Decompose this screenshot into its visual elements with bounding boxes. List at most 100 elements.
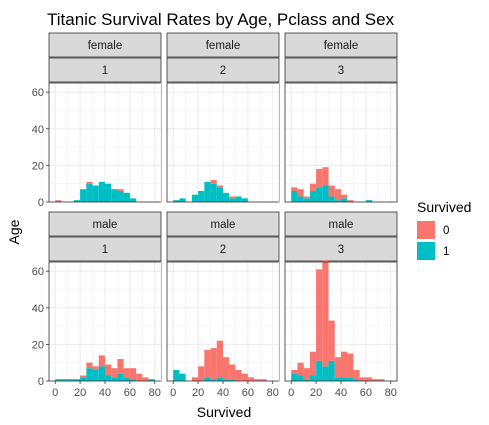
strip-pclass-label: 3 xyxy=(338,65,344,77)
bar-survived-0 xyxy=(93,366,99,370)
bar-survived-0 xyxy=(124,368,130,377)
bar-survived-0 xyxy=(217,341,223,378)
bar-survived-1 xyxy=(111,189,117,202)
bar-survived-1 xyxy=(291,191,297,202)
y-tick-label: 0 xyxy=(38,197,44,209)
x-tick-label: 0 xyxy=(52,387,58,399)
bar-survived-1 xyxy=(204,182,210,202)
bar-survived-0 xyxy=(86,363,92,368)
bar-survived-1 xyxy=(99,182,105,202)
x-tick-label: 60 xyxy=(360,387,372,399)
bar-survived-0 xyxy=(329,321,335,361)
bar-survived-1 xyxy=(341,377,347,381)
y-tick-label: 40 xyxy=(32,124,44,136)
bar-survived-0 xyxy=(329,186,335,197)
x-tick-label: 20 xyxy=(192,387,204,399)
bar-survived-1 xyxy=(297,376,303,381)
legend-title: Survived xyxy=(417,199,471,215)
legend-label-0: 0 xyxy=(443,225,449,237)
x-tick-label: 60 xyxy=(124,387,136,399)
x-tick-label: 80 xyxy=(385,387,397,399)
bar-survived-0 xyxy=(291,370,297,374)
bar-survived-0 xyxy=(316,169,322,187)
bar-survived-0 xyxy=(211,180,217,184)
bar-survived-0 xyxy=(117,359,123,374)
bar-survived-1 xyxy=(198,191,204,202)
bar-survived-0 xyxy=(142,377,148,381)
y-tick-label: 20 xyxy=(32,160,44,172)
bar-survived-0 xyxy=(86,182,92,184)
x-tick-label: 80 xyxy=(267,387,279,399)
strip-sex-label: female xyxy=(88,40,123,52)
y-tick-label: 0 xyxy=(38,376,44,388)
bar-survived-1 xyxy=(223,193,229,202)
bar-survived-1 xyxy=(93,370,99,381)
x-tick-label: 20 xyxy=(310,387,322,399)
bar-survived-1 xyxy=(80,189,86,202)
bar-survived-0 xyxy=(105,365,111,376)
bar-survived-1 xyxy=(192,195,198,202)
bar-survived-1 xyxy=(211,184,217,202)
bar-survived-0 xyxy=(242,374,248,381)
bar-survived-0 xyxy=(304,368,310,379)
bar-survived-1 xyxy=(229,198,235,202)
x-tick-label: 60 xyxy=(242,387,254,399)
bar-survived-1 xyxy=(310,191,316,202)
y-tick-label: 40 xyxy=(32,303,44,315)
facet-male-2: male20 20 40 60 80 xyxy=(161,212,279,399)
bar-survived-0 xyxy=(353,370,359,379)
bar-survived-0 xyxy=(341,195,347,199)
strip-pclass-label: 2 xyxy=(220,244,226,256)
bar-survived-0 xyxy=(136,374,142,381)
bar-survived-0 xyxy=(297,363,303,376)
bar-survived-1 xyxy=(217,187,223,202)
bar-survived-1 xyxy=(124,193,130,202)
bar-survived-0 xyxy=(204,350,210,377)
bar-survived-1 xyxy=(86,368,92,381)
bar-survived-1 xyxy=(310,376,316,381)
bar-survived-1 xyxy=(111,377,117,381)
bar-survived-0 xyxy=(360,377,366,381)
bar-survived-1 xyxy=(316,187,322,202)
bar-survived-1 xyxy=(322,366,328,381)
facet-grid: female10204060female2female3male10204060… xyxy=(32,33,397,399)
bar-survived-0 xyxy=(335,189,341,200)
bar-survived-1 xyxy=(105,376,111,381)
bar-survived-1 xyxy=(117,374,123,381)
y-axis-title: Age xyxy=(6,219,22,244)
bar-survived-1 xyxy=(316,361,322,381)
bar-survived-1 xyxy=(335,377,341,381)
strip-sex-label: male xyxy=(329,219,354,231)
bar-survived-0 xyxy=(310,352,316,376)
bar-survived-1 xyxy=(291,374,297,381)
bar-survived-1 xyxy=(304,198,310,202)
bar-survived-0 xyxy=(341,352,347,378)
bar-survived-0 xyxy=(316,269,322,361)
strip-sex-label: male xyxy=(93,219,118,231)
bar-survived-0 xyxy=(80,376,86,378)
legend-key-0 xyxy=(417,221,435,239)
bar-survived-0 xyxy=(322,260,328,366)
bar-survived-0 xyxy=(117,189,123,191)
bar-survived-1 xyxy=(80,377,86,381)
facet-female-1: female10204060 xyxy=(32,33,161,209)
y-tick-label: 60 xyxy=(32,87,44,99)
legend-label-1: 1 xyxy=(443,246,449,258)
bar-survived-0 xyxy=(335,357,341,377)
bar-survived-0 xyxy=(211,348,217,379)
bar-survived-0 xyxy=(291,187,297,191)
y-tick-label: 60 xyxy=(32,266,44,278)
bar-survived-0 xyxy=(248,377,254,381)
bar-survived-1 xyxy=(235,197,241,202)
facet-female-3: female 3 xyxy=(279,33,397,202)
bar-survived-0 xyxy=(297,189,303,196)
x-tick-label: 0 xyxy=(170,387,176,399)
bar-survived-1 xyxy=(93,186,99,202)
strip-sex-label: male xyxy=(211,219,236,231)
bar-survived-0 xyxy=(192,377,198,381)
strip-sex-label: female xyxy=(324,40,359,52)
y-tick-label: 20 xyxy=(32,339,44,351)
bar-survived-1 xyxy=(105,184,111,202)
bar-survived-1 xyxy=(329,361,335,381)
